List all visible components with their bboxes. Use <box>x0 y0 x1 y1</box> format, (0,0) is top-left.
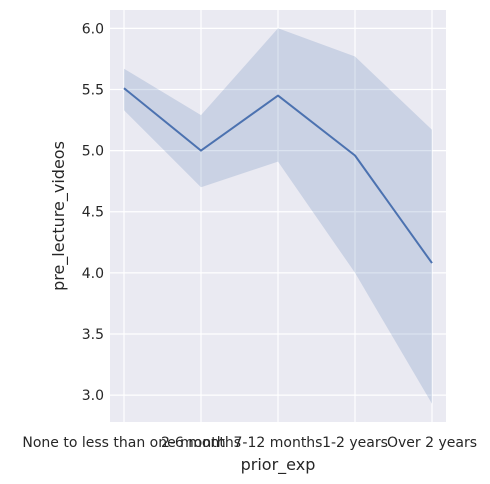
y-tick-labels: 3.0 3.5 4.0 4.5 5.0 5.5 6.0 <box>82 21 104 404</box>
y-tick-label: 5.0 <box>82 144 104 160</box>
x-axis-label: prior_exp <box>241 455 316 475</box>
y-tick-label: 3.0 <box>82 388 104 404</box>
x-tick-label: 7-12 months <box>234 435 323 451</box>
y-tick-label: 4.5 <box>82 205 104 221</box>
y-axis-label: pre_lecture_videos <box>49 141 69 291</box>
x-tick-label: 2-6 months <box>161 435 241 451</box>
x-tick-label: Over 2 years <box>387 435 477 451</box>
y-tick-label: 6.0 <box>82 21 104 37</box>
series-line <box>123 87 433 264</box>
x-tick-label: None to less than one month <box>22 435 225 451</box>
grid-lines <box>110 10 446 422</box>
x-tick-label: 1-2 years <box>322 435 388 451</box>
y-tick-label: 3.5 <box>82 327 104 343</box>
confidence-band <box>124 28 432 404</box>
y-tick-label: 4.0 <box>82 266 104 282</box>
y-tick-label: 5.5 <box>82 82 104 98</box>
